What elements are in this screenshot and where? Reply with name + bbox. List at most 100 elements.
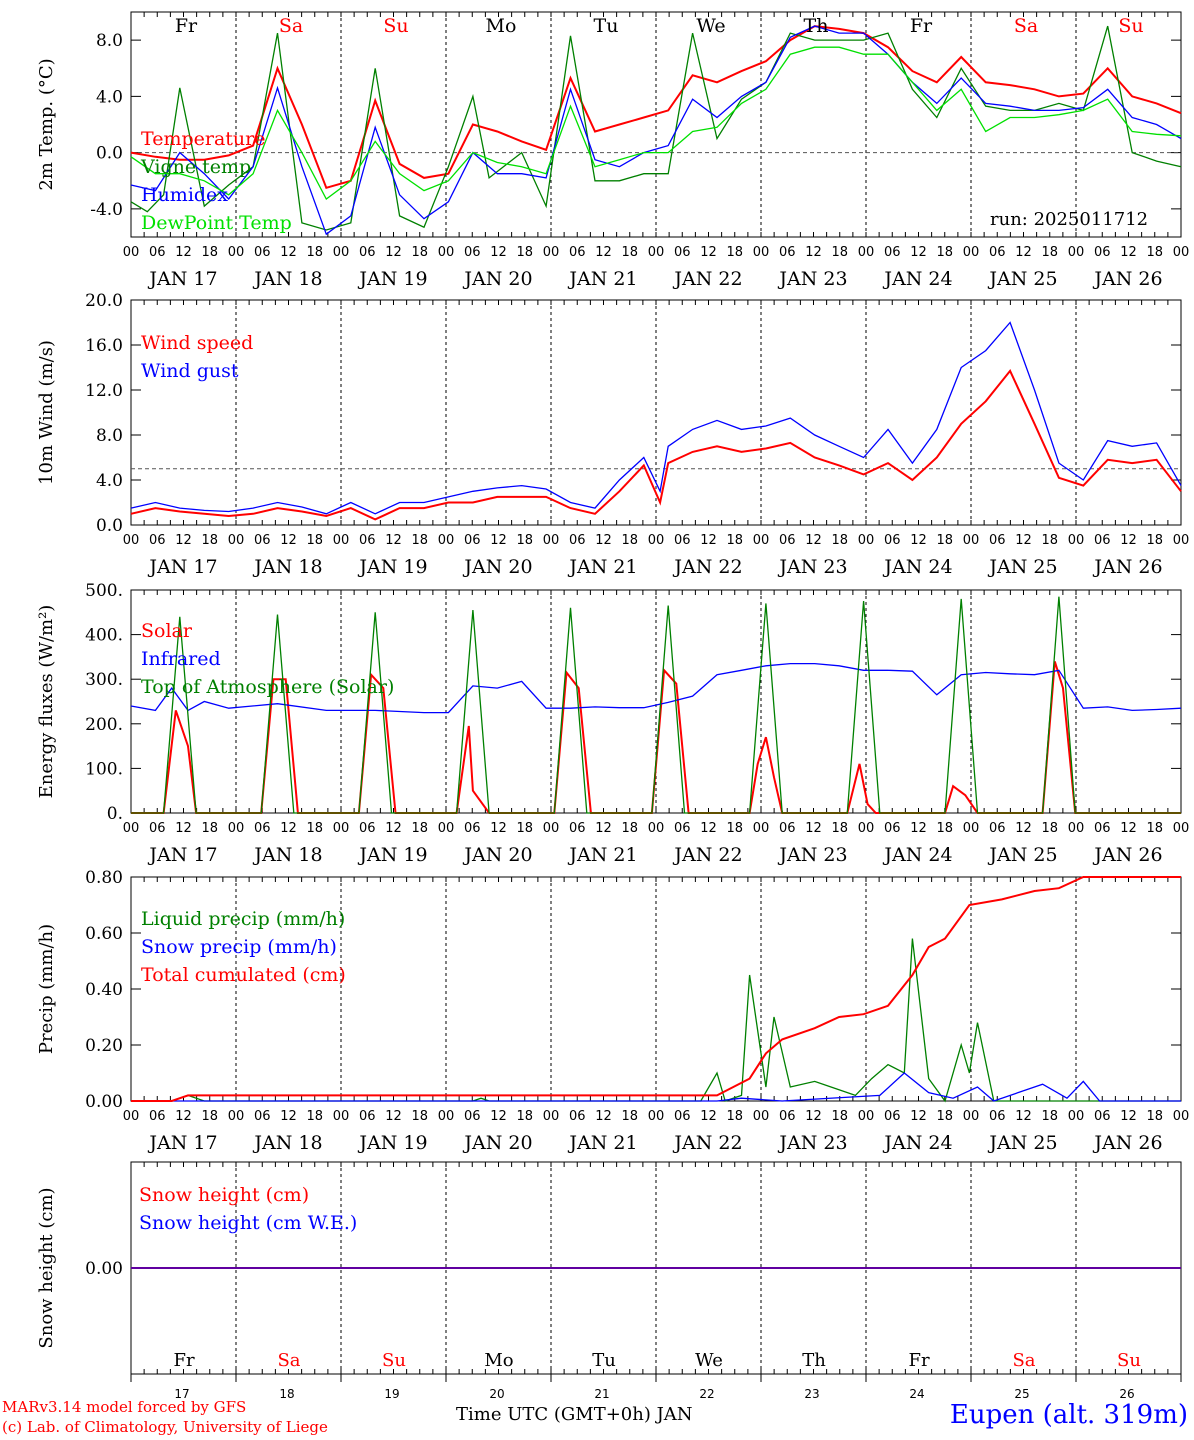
panel-4: 0.00 0.20 0.40 0.60 0.80 Precip (mm/h) Liquid … (36, 868, 1189, 1154)
x-hour-label: 18 (201, 821, 218, 836)
x-hour-label: 06 (464, 245, 481, 260)
x-hour-label: 18 (1041, 245, 1058, 260)
legend-entry: Snow precip (mm/h) (141, 936, 337, 958)
x-hour-label: 00 (648, 245, 665, 260)
x-hour-label: 00 (543, 533, 560, 548)
legend-entry: Liquid precip (mm/h) (141, 908, 345, 930)
x-hour-label: 18 (411, 1109, 428, 1124)
x-hour-label: 18 (1041, 533, 1058, 548)
y-tick-label: 0.40 (85, 980, 123, 1000)
x-hour-label: 12 (280, 533, 297, 548)
legend-entry: Wind gust (141, 360, 239, 382)
x-hour-label: 18 (411, 821, 428, 836)
y-tick-label: 200. (85, 715, 123, 735)
x-hour-label: 00 (333, 245, 350, 260)
x-hour-label: 12 (805, 533, 822, 548)
x-hour-label: 06 (254, 821, 271, 836)
x-hour-label: 00 (1068, 533, 1085, 548)
x-date-label: JAN 25 (987, 268, 1057, 290)
x-hour-label: 12 (700, 1109, 717, 1124)
x-hour-label: 06 (359, 533, 376, 548)
x-date-label: JAN 19 (357, 1132, 427, 1154)
x-hour-label: 06 (569, 1109, 586, 1124)
legend-entry: Wind speed (141, 332, 253, 354)
x-hour-label: 12 (595, 533, 612, 548)
series-line-blue (131, 1072, 1181, 1102)
x-hour-label: 06 (149, 821, 166, 836)
x-hour-label: 18 (516, 245, 533, 260)
x-hour-label: 06 (569, 821, 586, 836)
x-hour-label: 00 (1173, 245, 1190, 260)
x-hour-label: 18 (621, 821, 638, 836)
x-hour-label: 12 (280, 1109, 297, 1124)
x-hour-label: 12 (805, 821, 822, 836)
y-tick-label: 4.0 (96, 87, 123, 107)
weekday-label: Sa (279, 15, 303, 37)
x-hour-label: 00 (228, 533, 245, 548)
x-hour-label: 00 (438, 821, 455, 836)
x-date-label: JAN 22 (672, 556, 742, 578)
x-hour-label: 06 (1094, 1109, 1111, 1124)
y-tick-label: 0. (107, 804, 123, 824)
x-hour-label: 00 (438, 245, 455, 260)
y-tick-label: 100. (85, 759, 123, 779)
x-hour-label: 18 (516, 533, 533, 548)
x-hour-label: 06 (674, 821, 691, 836)
series-line-green (131, 596, 1181, 814)
y-tick-label: 500. (85, 581, 123, 601)
x-hour-label: 12 (1015, 533, 1032, 548)
x-hour-label: 12 (385, 533, 402, 548)
x-hour-label: 00 (963, 533, 980, 548)
x-hour-label: 00 (543, 245, 560, 260)
day-number-label: 23 (804, 1387, 819, 1401)
x-hour-label: 00 (543, 821, 560, 836)
x-date-label: JAN 26 (1092, 556, 1162, 578)
x-hour-label: 12 (1120, 533, 1137, 548)
x-hour-label: 00 (1173, 533, 1190, 548)
weekday-label-bottom: Mo (484, 1350, 513, 1371)
x-hour-label: 12 (700, 245, 717, 260)
x-hour-label: 06 (149, 533, 166, 548)
x-hour-label: 00 (333, 821, 350, 836)
x-hour-label: 12 (175, 1109, 192, 1124)
x-hour-label: 00 (648, 821, 665, 836)
x-hour-label: 06 (464, 1109, 481, 1124)
x-date-label: JAN 26 (1092, 268, 1162, 290)
x-hour-label: 18 (411, 533, 428, 548)
x-hour-label: 00 (753, 821, 770, 836)
x-hour-label: 18 (621, 533, 638, 548)
x-hour-label: 00 (543, 1109, 560, 1124)
x-hour-label: 12 (490, 533, 507, 548)
x-hour-label: 12 (595, 1109, 612, 1124)
x-hour-label: 06 (254, 1109, 271, 1124)
x-hour-label: 06 (149, 1109, 166, 1124)
legend-entry: Top of Atmosphere (Solar) (141, 676, 394, 698)
x-hour-label: 12 (385, 821, 402, 836)
x-date-label: JAN 26 (1092, 844, 1162, 866)
x-hour-label: 00 (1068, 1109, 1085, 1124)
panel-5: 0.00 Snow height (cm) Snow height (cm) Snow… (36, 1161, 1182, 1375)
x-hour-label: 18 (936, 245, 953, 260)
x-date-label: JAN 25 (987, 1132, 1057, 1154)
x-hour-label: 12 (910, 1109, 927, 1124)
x-hour-label: 18 (726, 821, 743, 836)
x-date-label: JAN 24 (882, 556, 952, 578)
x-hour-label: 06 (884, 245, 901, 260)
x-hour-label: 06 (989, 821, 1006, 836)
y-axis-label: 2m Temp. (°C) (36, 58, 57, 190)
x-date-label: JAN 18 (252, 268, 322, 290)
x-hour-label: 00 (648, 1109, 665, 1124)
weekday-label-bottom: Fr (173, 1350, 194, 1371)
weekday-label-bottom: Th (802, 1350, 826, 1371)
x-date-label: JAN 25 (987, 844, 1057, 866)
x-date-label: JAN 20 (462, 268, 532, 290)
day-number-label: 18 (279, 1387, 294, 1401)
x-hour-label: 00 (1173, 1109, 1190, 1124)
run-label: run: 2025011712 (990, 209, 1149, 230)
x-hour-label: 00 (963, 245, 980, 260)
x-date-label: JAN 24 (882, 844, 952, 866)
x-hour-label: 00 (228, 245, 245, 260)
x-hour-label: 12 (910, 821, 927, 836)
day-number-label: 17 (174, 1387, 189, 1401)
x-hour-label: 18 (621, 245, 638, 260)
